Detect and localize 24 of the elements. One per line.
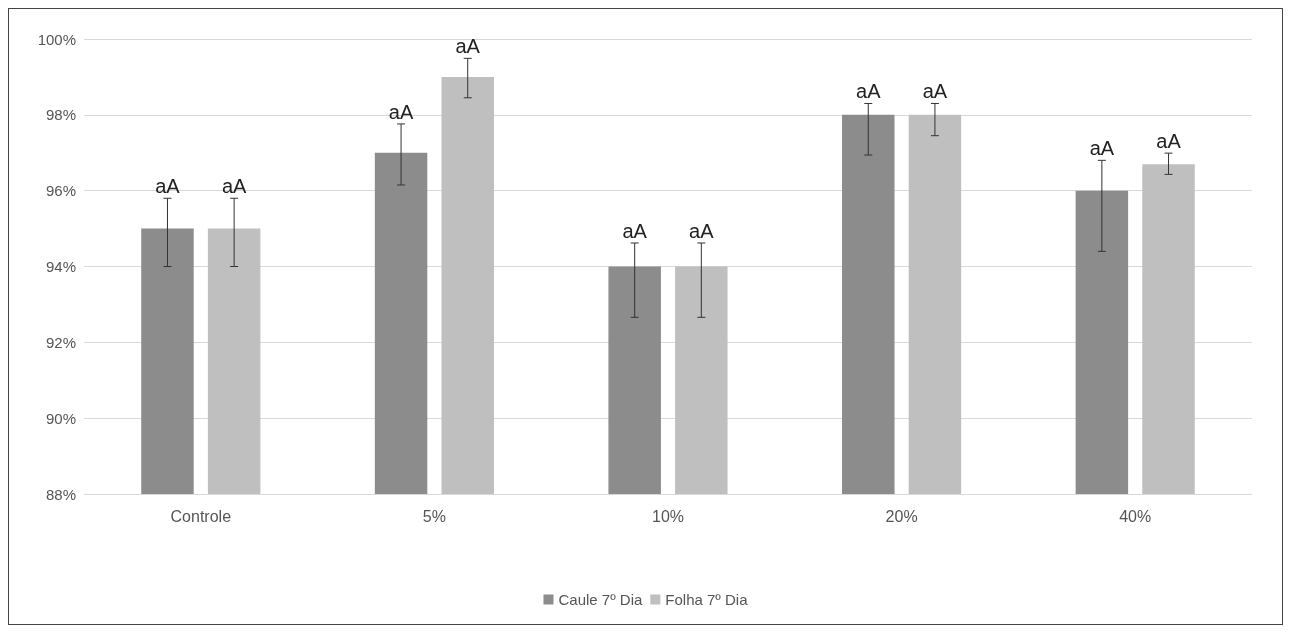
y-tick-label: 96%: [45, 182, 76, 200]
data-label: aA: [922, 80, 948, 103]
y-tick-label: 88%: [45, 485, 76, 503]
x-tick-label: 10%: [651, 507, 685, 525]
data-label: aA: [221, 175, 248, 198]
data-label: aA: [689, 219, 715, 242]
legend-label: Caule 7º Dia: [558, 591, 643, 608]
y-tick-label: 100%: [37, 30, 76, 48]
y-tick-label: 94%: [45, 258, 76, 275]
data-label: aA: [455, 35, 481, 58]
y-tick-label: 90%: [45, 409, 76, 427]
data-label: aA: [1156, 130, 1182, 153]
x-tick-label: 40%: [1119, 507, 1152, 525]
data-label: aA: [622, 219, 648, 242]
y-tick-label: 92%: [45, 333, 76, 351]
data-label: aA: [388, 100, 414, 123]
y-tick-label: 98%: [45, 106, 76, 124]
legend-label: Folha 7º Dia: [665, 591, 749, 608]
data-label: aA: [155, 175, 181, 198]
x-tick-label: 5%: [422, 507, 446, 525]
data-label: aA: [1089, 137, 1115, 160]
x-tick-label: Controle: [170, 507, 232, 525]
data-label: aA: [856, 80, 882, 103]
x-tick-label: 20%: [885, 507, 918, 525]
